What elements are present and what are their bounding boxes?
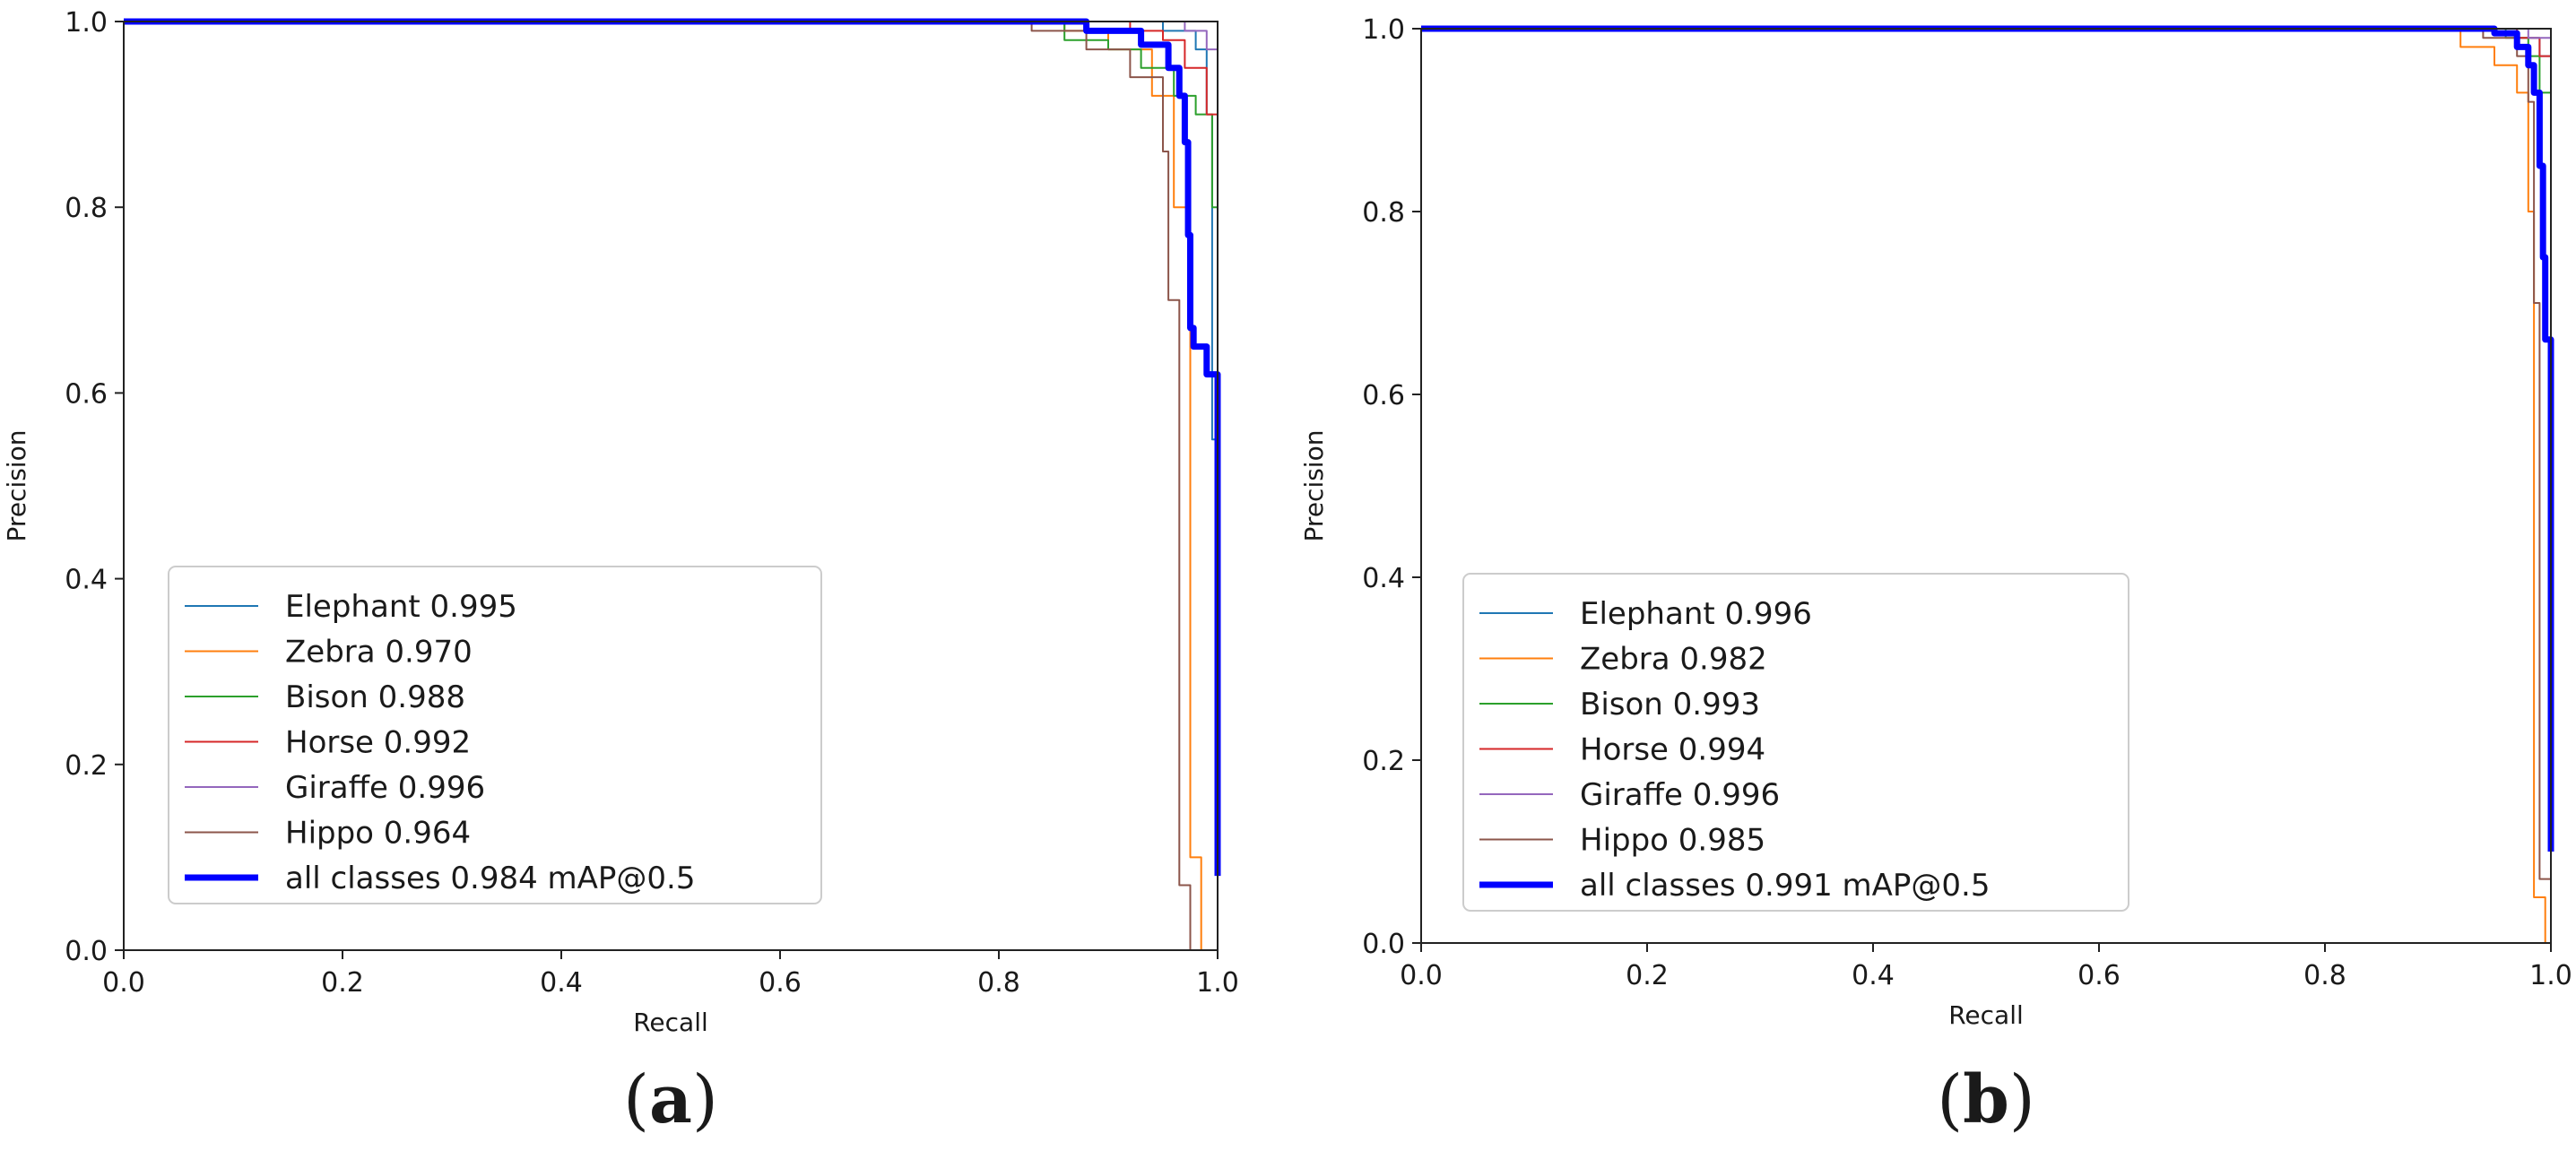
series-line-6 — [124, 21, 1192, 950]
y-tick-label: 0.6 — [1362, 380, 1405, 411]
series-line-4 — [1421, 28, 2552, 577]
legend-label: Giraffe 0.996 — [285, 770, 485, 806]
legend-label: all classes 0.984 mAP@0.5 — [285, 861, 695, 896]
x-tick-label: 0.0 — [102, 967, 145, 999]
panel-label-letter: b — [1963, 1061, 2009, 1138]
chart-panel-b: 0.0 0.2 0.4 0.6 0.8 1.0 0.0 0.2 0.4 0.6 0.8 1.0 Reca… — [1299, 14, 2572, 1138]
series-line-7 — [124, 18, 1221, 877]
legend-label: Elephant 0.995 — [285, 589, 517, 625]
legend-label: Bison 0.988 — [285, 679, 465, 715]
y-tick-label: 1.0 — [1362, 14, 1405, 46]
legend-label: Giraffe 0.996 — [1580, 777, 1780, 813]
panel-label-close: ) — [692, 1061, 718, 1138]
series-line-2 — [1421, 28, 2546, 943]
x-tick-label: 0.6 — [759, 967, 802, 999]
legend-label: Hippo 0.964 — [285, 816, 471, 852]
series-line-3 — [1421, 28, 2552, 669]
y-axis-label: Precision — [2, 430, 31, 542]
x-tick-label: 0.8 — [977, 967, 1020, 999]
y-tick-label: 0.0 — [65, 936, 108, 967]
chart-panel-a: 0.0 0.2 0.4 0.6 0.8 1.0 0.0 0.2 0.4 0.6 0.8 1.0 Reca… — [2, 7, 1239, 1138]
x-tick-label: 0.2 — [321, 967, 364, 999]
y-tick-label: 0.2 — [1362, 746, 1405, 777]
y-tick-label: 0.6 — [65, 378, 108, 410]
legend-box — [168, 566, 822, 904]
x-tick-label: 0.4 — [540, 967, 583, 999]
x-tick-label: 1.0 — [2529, 960, 2572, 991]
panel-label-close: ) — [2009, 1061, 2035, 1138]
x-tick-label: 0.0 — [1400, 960, 1443, 991]
y-axis-label: Precision — [1299, 430, 1329, 542]
plot-frame — [1420, 28, 2552, 944]
legend-box — [1462, 573, 2129, 912]
x-tick-label: 0.6 — [2077, 960, 2121, 991]
y-tick-label: 0.0 — [1362, 929, 1405, 960]
plot-frame — [123, 21, 1219, 951]
series-line-3 — [124, 21, 1219, 226]
series-line-5 — [124, 21, 1219, 394]
legend-label: all classes 0.991 mAP@0.5 — [1580, 868, 1990, 904]
y-tick-label: 0.8 — [65, 193, 108, 224]
y-tick-label: 0.4 — [65, 565, 108, 596]
legend-label: Zebra 0.982 — [1580, 642, 1767, 678]
series-line-7 — [1421, 25, 2554, 852]
x-axis-label: Recall — [1948, 1000, 2024, 1030]
panel-label-open: ( — [623, 1061, 649, 1138]
legend-label: Horse 0.992 — [285, 725, 471, 761]
panel-label-open: ( — [1937, 1061, 1963, 1138]
y-tick-label: 0.8 — [1362, 197, 1405, 229]
legend-label: Hippo 0.985 — [1580, 823, 1765, 859]
y-tick-label: 0.2 — [65, 750, 108, 782]
panel-label: (b) — [1937, 1061, 2035, 1138]
x-tick-label: 1.0 — [1196, 967, 1239, 999]
y-tick-label: 1.0 — [65, 7, 108, 39]
legend-label: Zebra 0.970 — [285, 635, 473, 671]
x-tick-label: 0.2 — [1626, 960, 1669, 991]
y-tick-label: 0.4 — [1362, 563, 1405, 594]
panel-label: (a) — [623, 1061, 718, 1138]
panel-label-letter: a — [649, 1061, 692, 1138]
x-axis-label: Recall — [633, 1008, 708, 1037]
x-tick-label: 0.4 — [1852, 960, 1895, 991]
legend-label: Elephant 0.996 — [1580, 596, 1812, 632]
series-line-5 — [1421, 28, 2552, 394]
legend-label: Bison 0.993 — [1580, 687, 1760, 722]
x-tick-label: 0.8 — [2303, 960, 2346, 991]
legend-label: Horse 0.994 — [1580, 732, 1765, 768]
series-group — [124, 18, 1221, 950]
